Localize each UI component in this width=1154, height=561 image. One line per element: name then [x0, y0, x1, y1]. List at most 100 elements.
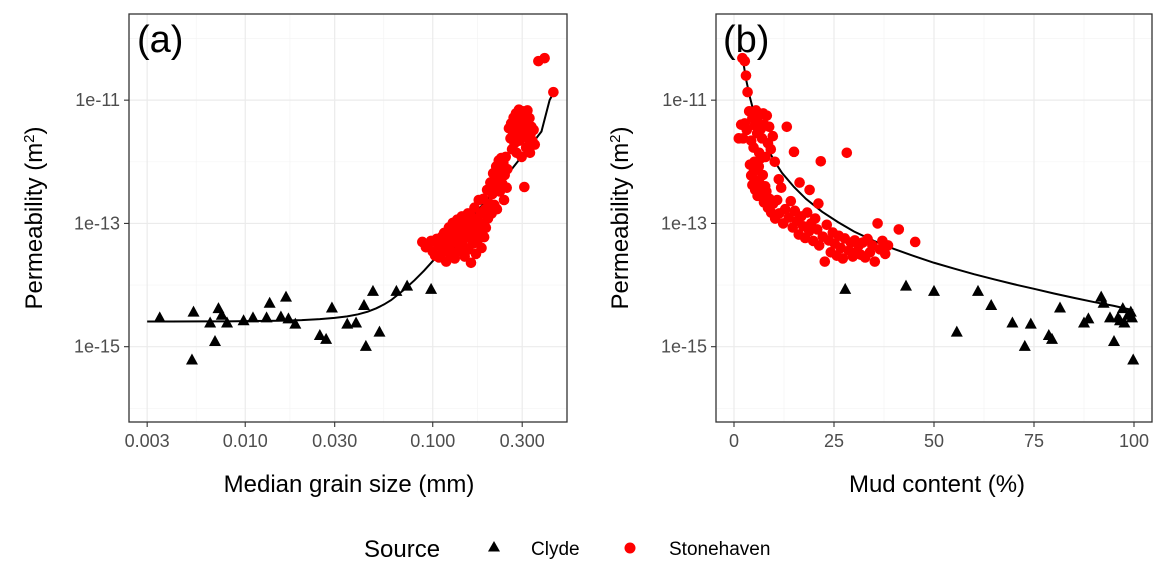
clyde-point: [1046, 332, 1058, 344]
clyde-point: [263, 296, 276, 308]
clyde-point: [289, 317, 302, 329]
stonehaven-point: [742, 86, 753, 98]
stonehaven-point: [476, 242, 487, 254]
clyde-point: [1118, 316, 1131, 328]
clyde-point: [839, 282, 852, 294]
clyde-point: [359, 339, 372, 351]
stonehaven-point: [775, 182, 787, 193]
stonehaven-point: [524, 147, 536, 159]
stonehaven-point: [773, 173, 785, 185]
clyde-point: [1054, 301, 1066, 313]
clyde-point: [900, 279, 912, 291]
stonehaven-point: [733, 133, 745, 144]
stonehaven-point: [478, 231, 490, 243]
clyde-point: [1082, 312, 1095, 324]
stonehaven-point: [835, 242, 847, 254]
panel-b-y-axis-title: Permeability (m2): [607, 126, 635, 309]
stonehaven-point: [841, 147, 853, 159]
stonehaven-point: [465, 257, 477, 269]
stonehaven-point: [767, 130, 779, 142]
clyde-point: [237, 314, 250, 326]
x-tick-label: 0.100: [410, 431, 455, 451]
clyde-point: [1116, 302, 1129, 314]
x-tick-label: 0.030: [312, 431, 357, 451]
clyde-point: [401, 279, 414, 291]
panel-b-points: [733, 52, 1140, 365]
x-tick-label: 0.003: [125, 431, 170, 451]
stonehaven-point: [516, 151, 527, 163]
legend-clyde-label: Clyde: [531, 539, 580, 560]
stonehaven-point: [879, 248, 891, 260]
y-tick-label: 1e-13: [661, 213, 707, 233]
stonehaven-point: [539, 52, 550, 64]
clyde-point: [260, 311, 273, 323]
clyde-point: [358, 299, 371, 311]
clyde-point: [1127, 353, 1140, 365]
clyde-point: [313, 329, 326, 341]
stonehaven-point: [771, 194, 783, 206]
x-tick-label: 25: [824, 431, 844, 451]
y-tick-label: 1e-15: [661, 337, 707, 357]
clyde-point: [325, 301, 338, 313]
clyde-point: [972, 284, 984, 296]
stonehaven-point: [763, 121, 775, 133]
stonehaven-point: [519, 181, 530, 193]
stonehaven-point: [801, 207, 813, 218]
clyde-point: [1104, 311, 1116, 323]
clyde-point: [221, 316, 234, 328]
clyde-point: [320, 332, 333, 344]
stonehaven-point: [761, 110, 773, 121]
stonehaven-point: [785, 195, 797, 207]
stonehaven-point: [882, 240, 894, 251]
x-tick-label: 0.300: [500, 431, 545, 451]
clyde-point: [280, 290, 293, 302]
stonehaven-point: [757, 169, 769, 181]
clyde-point: [153, 311, 166, 323]
clyde-point: [366, 284, 379, 296]
panel-b-y-axis-title-main: Permeability (m: [607, 143, 634, 310]
stonehaven-point: [781, 121, 793, 133]
stonehaven-point: [498, 194, 510, 206]
stonehaven-point: [909, 236, 921, 248]
stonehaven-point: [528, 124, 539, 136]
x-tick-label: 50: [924, 431, 944, 451]
stonehaven-point: [872, 218, 883, 229]
stonehaven-point: [811, 224, 823, 235]
panel-border: [128, 13, 568, 423]
stonehaven-point: [813, 198, 824, 209]
clyde-point: [341, 317, 354, 329]
clyde-point: [928, 284, 940, 296]
stonehaven-point: [765, 143, 777, 155]
clyde-point: [187, 305, 200, 317]
panel-a-y-axis-title-close: ): [21, 126, 48, 134]
clyde-point: [246, 311, 259, 323]
clyde-point: [373, 325, 386, 337]
stonehaven-point: [739, 55, 751, 67]
stonehaven-point: [819, 256, 831, 267]
y-tick-label: 1e-11: [662, 90, 707, 110]
y-tick-label: 1e-15: [74, 337, 120, 357]
panel-a-y-axis-title-main: Permeability (m: [21, 143, 48, 310]
stonehaven-point: [815, 155, 827, 167]
legend-title: Source: [364, 536, 440, 561]
panel-a-axes: 1e-15 1e-13 1e-11 0.003 0.010 0.030 0.100 0.300: [74, 13, 568, 451]
stonehaven-point: [813, 240, 825, 251]
stonehaven-point: [779, 203, 791, 215]
clyde-point: [209, 334, 222, 346]
panel-a: 1e-15 1e-13 1e-11 0.003 0.010 0.030 0.100 0.300…: [21, 13, 568, 498]
clyde-point: [1024, 317, 1037, 329]
panel-b-label: (b): [723, 19, 769, 61]
clyde-point: [282, 312, 295, 324]
panel-b: 1e-15 1e-13 1e-11 0 25 50 75 100 (b) Mud conten…: [607, 13, 1153, 498]
clyde-point: [1108, 334, 1120, 346]
legend-clyde-marker: [488, 541, 500, 552]
stonehaven-point: [893, 224, 905, 235]
stonehaven-point: [837, 253, 849, 264]
stonehaven-point: [524, 112, 535, 124]
panel-a-y-axis-title: Permeability (m2): [21, 126, 49, 309]
stonehaven-point: [755, 152, 767, 164]
clyde-point: [274, 310, 287, 322]
clyde-point: [1097, 296, 1110, 308]
clyde-point: [1018, 339, 1031, 351]
